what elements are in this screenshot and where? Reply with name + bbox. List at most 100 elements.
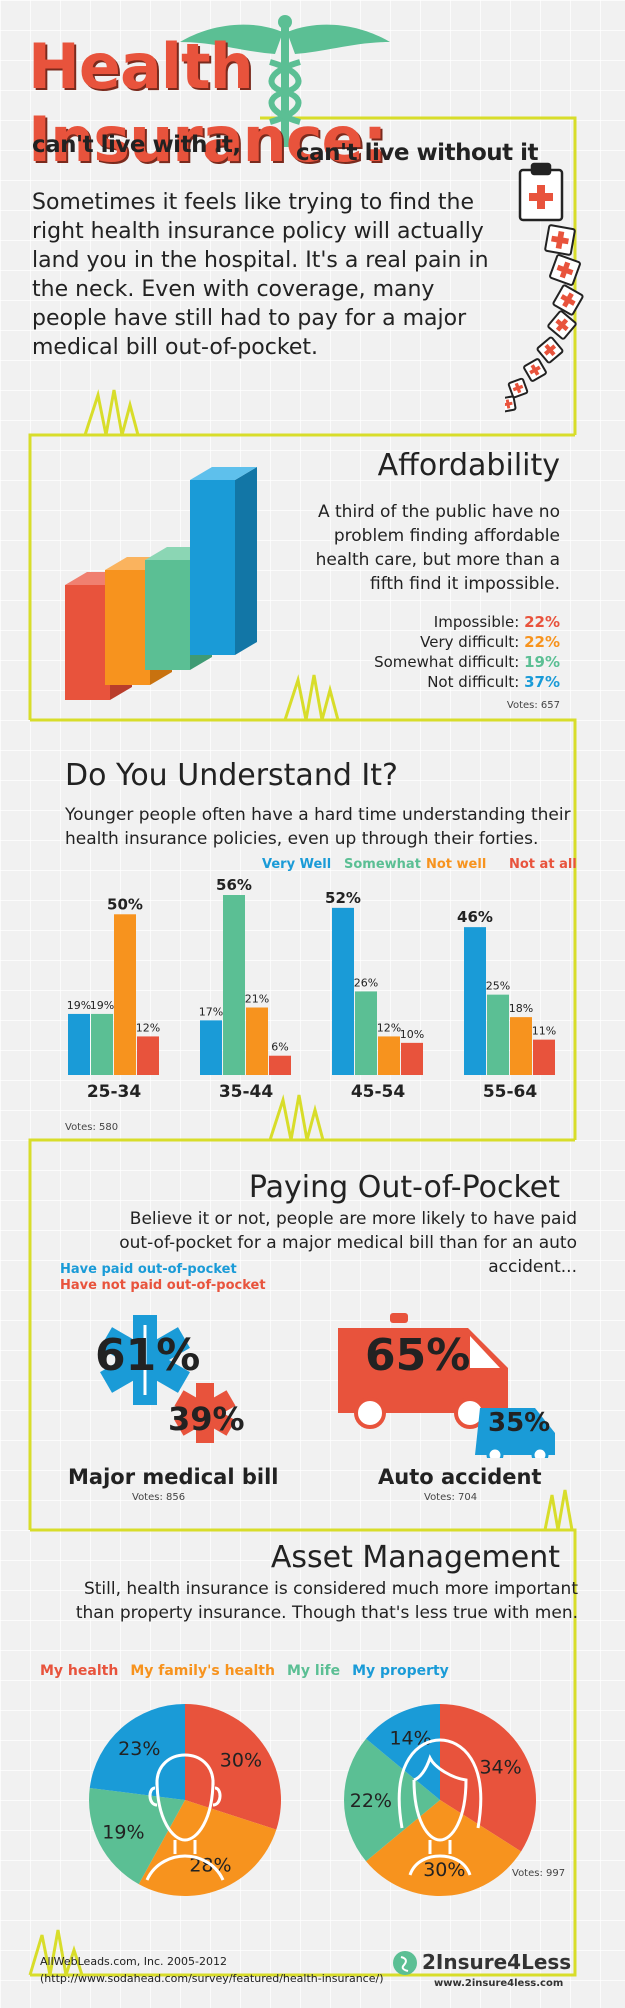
bar (487, 994, 509, 1075)
bar-value-label: 11% (532, 1025, 556, 1038)
affordability-description: A third of the public have no problem fi… (315, 502, 560, 594)
ambulance-icon (338, 1313, 555, 1458)
pie-label: 14% (389, 1727, 431, 1749)
asset-description: Still, health insurance is considered mu… (75, 1579, 578, 1623)
pie-slice (89, 1704, 185, 1800)
age-label: 35-44 (219, 1082, 274, 1102)
pie-label: 30% (220, 1749, 262, 1771)
affordability-votes: Votes: 657 (506, 700, 560, 711)
bar-value-label: 18% (509, 1002, 533, 1015)
legend-family-health: My family's health (130, 1663, 275, 1679)
understand-description: Younger people often have a hard time un… (65, 805, 571, 849)
auto-label: Auto accident (378, 1465, 542, 1489)
affordability-row-very: Very difficult: 22% (374, 632, 560, 652)
bar-value-label: 12% (136, 1021, 160, 1034)
understand-votes: Votes: 580 (65, 1122, 119, 1133)
affordability-list: Impossible: 22% Very difficult: 22% Some… (374, 612, 560, 692)
affordability-row-impossible: Impossible: 22% (374, 612, 560, 632)
affordability-title: Affordability (377, 448, 560, 483)
value: 22% (524, 633, 560, 651)
bar (355, 991, 377, 1075)
pie-women: 34% 30% 22% 14% (344, 1704, 536, 1896)
legend-not-at-all: Not at all (509, 857, 577, 872)
pie-label: 30% (423, 1859, 465, 1881)
subtitle-right: can't live without it (296, 140, 539, 166)
brand-url: www.2insure4less.com (434, 1978, 564, 1989)
bar (401, 1042, 423, 1075)
pie-men: 30%28%19%23% (89, 1704, 281, 1896)
man-face-icon (145, 1753, 225, 1881)
brand-name: 2Insure4Less (422, 1950, 572, 1974)
medical-votes: Votes: 856 (132, 1492, 186, 1503)
pie-slice (185, 1704, 281, 1830)
card-icon (544, 224, 576, 256)
bar (332, 907, 354, 1075)
caduceus-icon (180, 15, 390, 147)
bar-value-label: 19% (67, 999, 91, 1012)
bar-value-label: 46% (457, 908, 493, 926)
card-icon (536, 336, 564, 364)
pie-slice (366, 1800, 522, 1896)
intro-text: Sometimes it feels like trying to find t… (32, 190, 489, 360)
bar (223, 895, 245, 1075)
card-icon (507, 377, 529, 399)
bar-value-label: 52% (325, 889, 361, 907)
legend-paid: Have paid out-of-pocket (60, 1262, 237, 1277)
subtitle-left: can't live with it, (32, 132, 241, 158)
pie-label: 22% (350, 1790, 392, 1812)
bar (114, 914, 136, 1075)
pie-label: 19% (102, 1821, 144, 1843)
pie-slice (138, 1800, 277, 1896)
legend-somewhat: Somewhat (344, 857, 421, 872)
understand-title: Do You Understand It? (65, 758, 398, 793)
card-icon (552, 284, 584, 316)
pie-slice (344, 1738, 440, 1862)
pie-label: 34% (479, 1757, 521, 1779)
bar (510, 1017, 532, 1075)
bar-value-label: 10% (400, 1028, 424, 1041)
affordability-bars (65, 467, 257, 700)
woman-face-icon (397, 1738, 483, 1876)
medical-paid-pct: 61% (95, 1330, 201, 1381)
bar-value-label: 21% (245, 993, 269, 1006)
card-icon (505, 395, 517, 413)
legend-my-property: My property (352, 1663, 449, 1679)
pocket-title: Paying Out-of-Pocket (248, 1170, 560, 1205)
pie-label: 23% (118, 1738, 160, 1760)
bar (533, 1039, 555, 1075)
clipboard-icon (505, 162, 584, 413)
bar-value-label: 25% (486, 980, 510, 993)
bar-value-label: 19% (90, 999, 114, 1012)
star-of-life-icon (100, 1315, 236, 1443)
card-icon (547, 310, 577, 340)
understand-legend: Very Well Somewhat Not well Not at all (262, 857, 577, 872)
bar-value-label: 17% (199, 1005, 223, 1018)
pie-slice (440, 1704, 536, 1852)
value: 19% (524, 653, 560, 671)
asset-votes: Votes: 997 (512, 1868, 566, 1879)
bar-value-label: 6% (271, 1041, 288, 1054)
legend-my-life: My life (286, 1663, 341, 1679)
pocket-description: Believe it or not, people are more likel… (119, 1209, 577, 1277)
label: Impossible: (433, 613, 520, 631)
auto-not-pct: 35% (488, 1408, 551, 1438)
legend-very-well: Very Well (262, 857, 332, 872)
understand-chart: 19%19% 50% 12% 25-34 17% 56% 21% 6% 35-44 52% 26% 1… (67, 876, 556, 1102)
bar (269, 1055, 291, 1075)
page-title: Health Insurance: (28, 30, 387, 176)
legend-not-paid: Have not paid out-of-pocket (60, 1278, 266, 1293)
bar-value-label: 56% (216, 876, 252, 894)
bar-value-label: 12% (377, 1021, 401, 1034)
legend-not-well: Not well (426, 857, 487, 872)
bar (246, 1007, 268, 1075)
affordability-row-somewhat: Somewhat difficult: 19% (374, 652, 560, 672)
legend-my-health: My health (40, 1663, 119, 1679)
brand-logo-icon (393, 1951, 417, 1975)
bar-value-label: 26% (354, 976, 378, 989)
value: 22% (524, 613, 560, 631)
card-icon (523, 358, 547, 382)
medical-not-pct: 39% (168, 1400, 245, 1438)
bar-value-label: 50% (107, 895, 143, 913)
bar (68, 1013, 90, 1075)
